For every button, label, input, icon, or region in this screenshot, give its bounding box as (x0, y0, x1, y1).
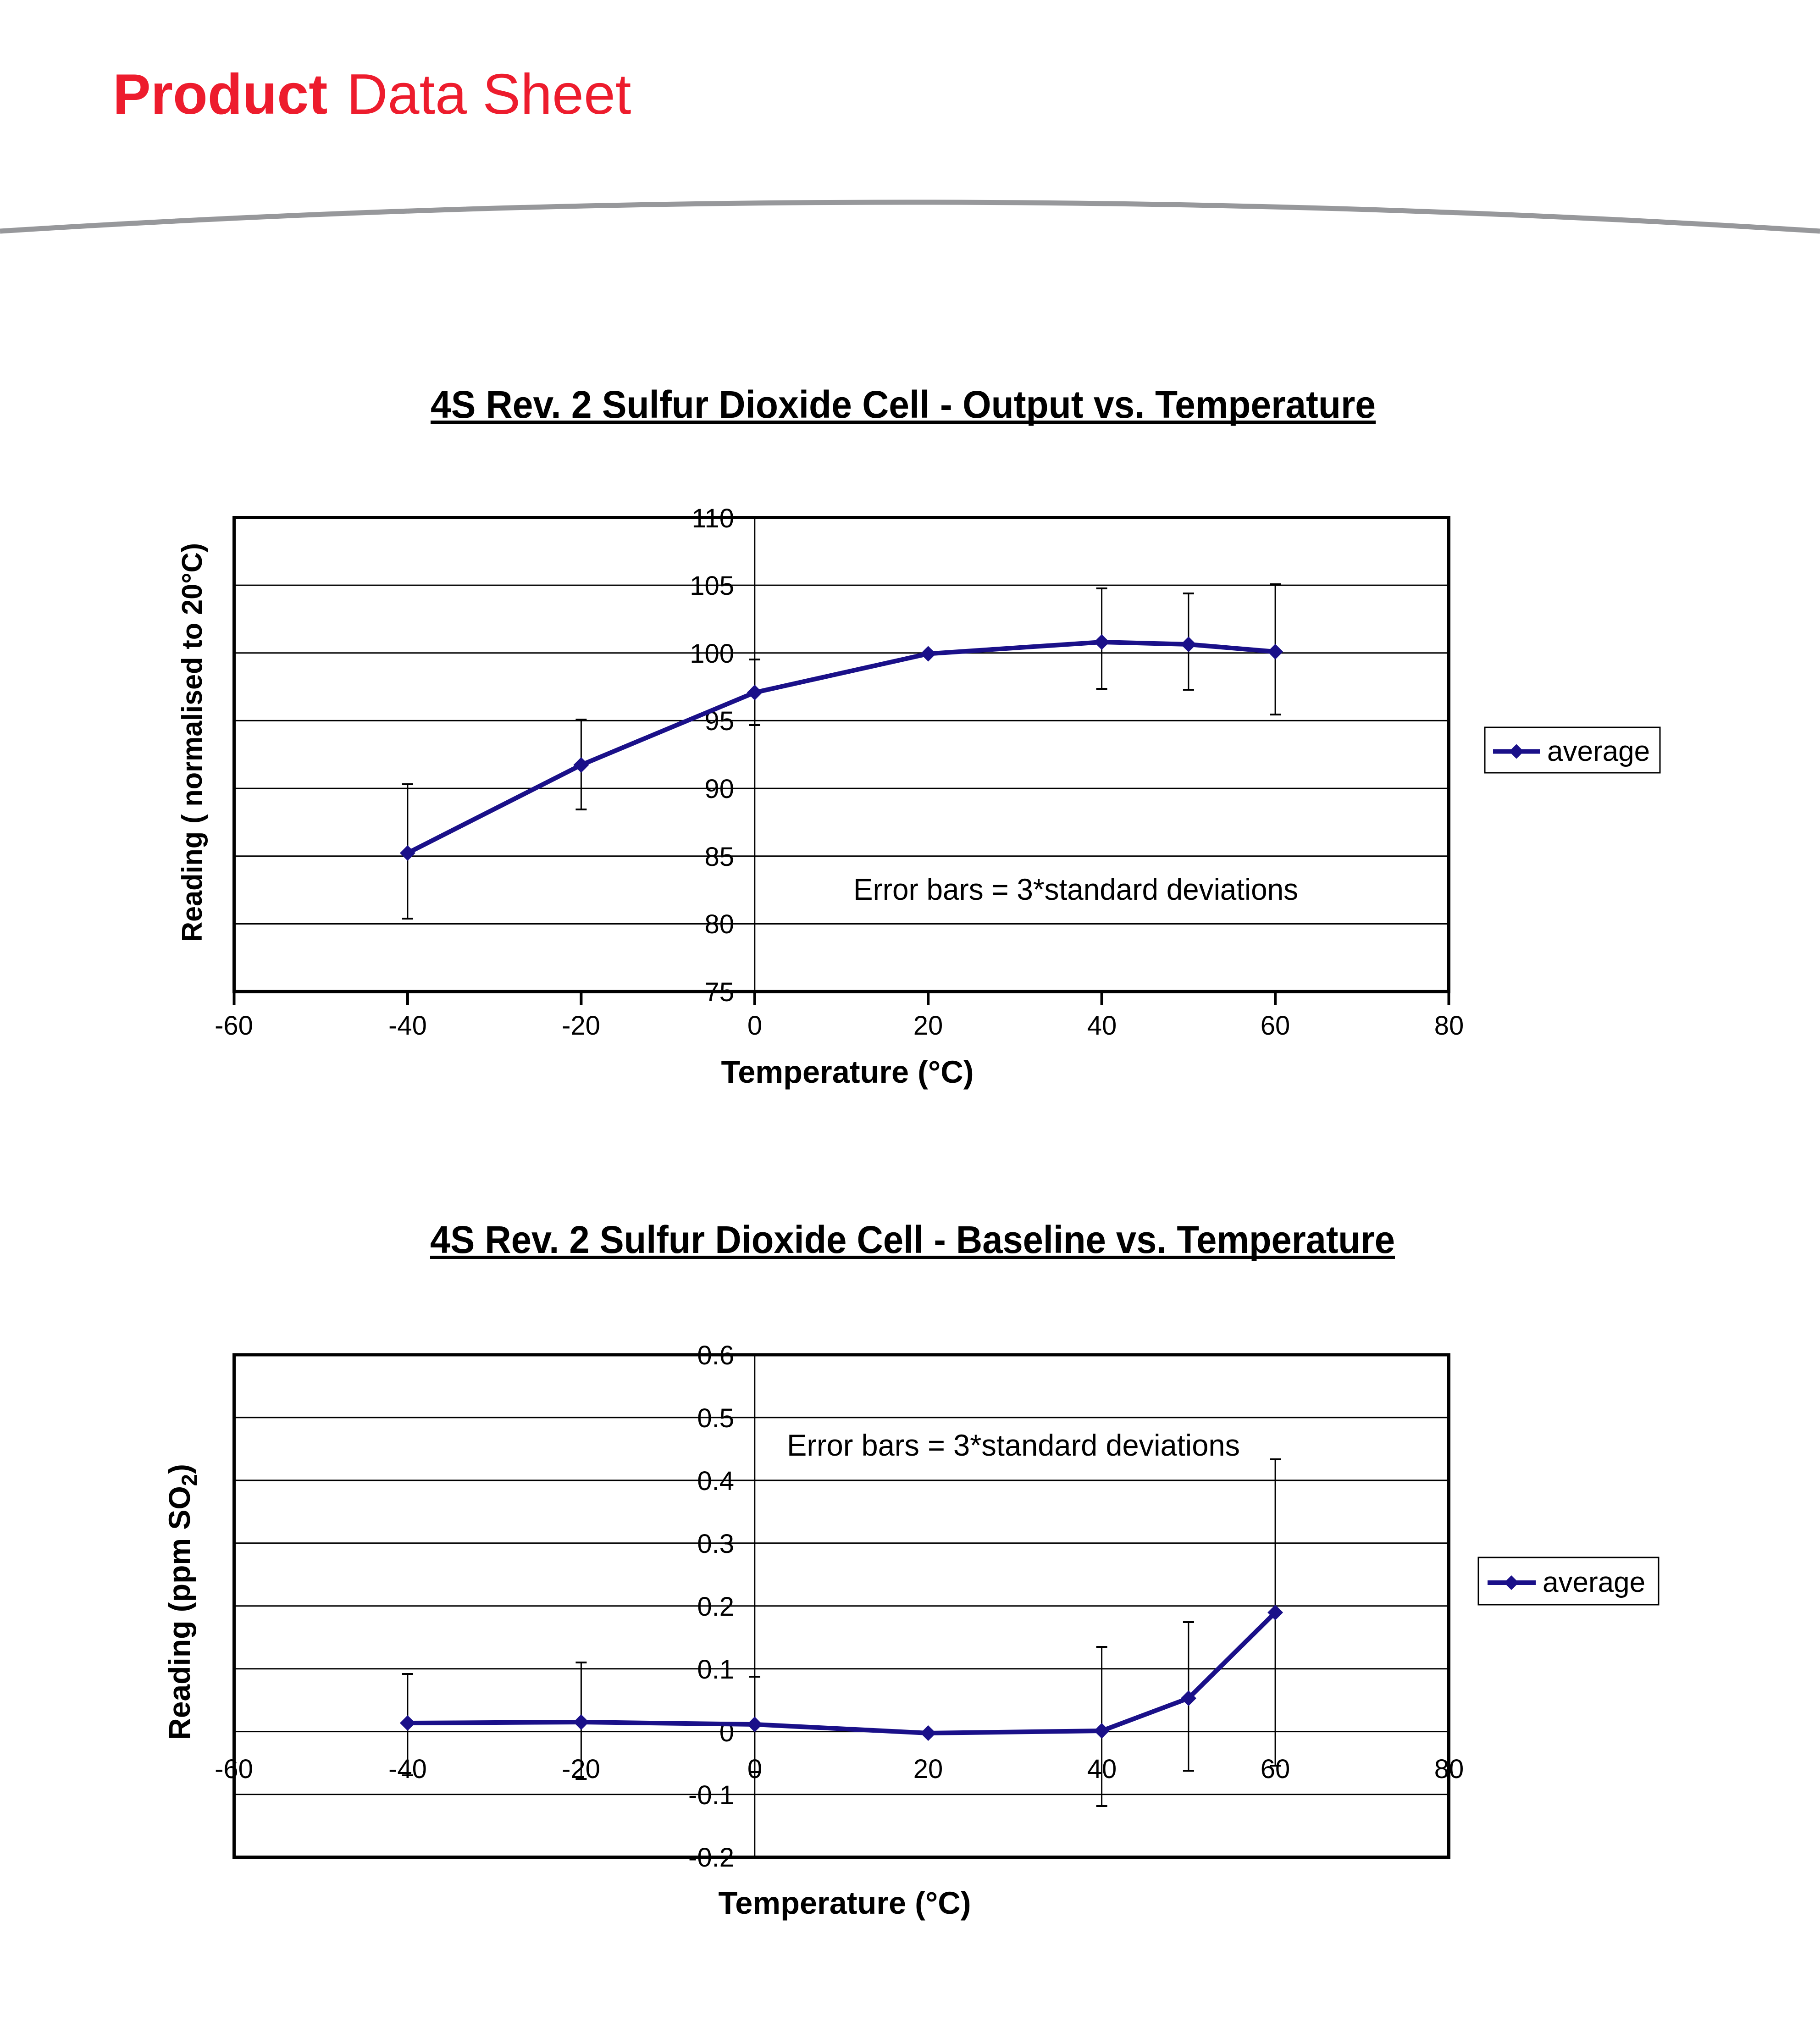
svg-text:0: 0 (747, 1011, 762, 1041)
svg-text:0.1: 0.1 (697, 1655, 734, 1684)
svg-text:Reading ( normalised to 20°C): Reading ( normalised to 20°C) (177, 543, 208, 942)
svg-text:40: 40 (1087, 1011, 1117, 1041)
svg-text:average: average (1543, 1567, 1645, 1598)
svg-text:0.6: 0.6 (697, 1341, 734, 1370)
svg-text:20: 20 (913, 1011, 943, 1041)
svg-text:0.3: 0.3 (697, 1529, 734, 1559)
svg-text:-40: -40 (388, 1011, 427, 1041)
svg-text:80: 80 (1434, 1011, 1464, 1041)
svg-text:60: 60 (1261, 1011, 1290, 1041)
svg-text:-0.2: -0.2 (688, 1843, 734, 1873)
svg-text:Error bars = 3*standard deviat: Error bars = 3*standard deviations (787, 1428, 1240, 1462)
svg-text:Temperature (°C): Temperature (°C) (719, 1885, 971, 1921)
svg-text:90: 90 (704, 774, 734, 804)
svg-text:Error bars = 3*standard deviat: Error bars = 3*standard deviations (853, 872, 1298, 906)
svg-text:0.2: 0.2 (697, 1592, 734, 1622)
svg-text:-60: -60 (215, 1011, 253, 1041)
svg-text:-20: -20 (562, 1011, 600, 1041)
svg-text:Product: Product (113, 63, 327, 126)
svg-text:Temperature (°C): Temperature (°C) (721, 1054, 974, 1090)
svg-text:Reading (ppm SO2): Reading (ppm SO2) (162, 1464, 201, 1740)
svg-text:80: 80 (704, 909, 734, 939)
svg-text:-0.1: -0.1 (688, 1780, 734, 1810)
svg-text:average: average (1547, 736, 1650, 767)
svg-text:80: 80 (1434, 1754, 1464, 1784)
svg-text:4S Rev. 2 Sulfur Dioxide Cell: 4S Rev. 2 Sulfur Dioxide Cell - Baseline… (430, 1218, 1395, 1261)
svg-text:85: 85 (704, 842, 734, 872)
svg-text:100: 100 (690, 639, 734, 669)
svg-text:20: 20 (913, 1754, 943, 1784)
svg-text:4S Rev. 2 Sulfur Dioxide Cell: 4S Rev. 2 Sulfur Dioxide Cell - Output v… (431, 383, 1376, 426)
svg-text:0.5: 0.5 (697, 1403, 734, 1433)
svg-text:110: 110 (692, 504, 734, 533)
svg-text:Data Sheet: Data Sheet (347, 63, 631, 126)
svg-text:105: 105 (690, 571, 734, 601)
svg-text:-60: -60 (215, 1754, 253, 1784)
svg-text:75: 75 (704, 977, 734, 1007)
svg-text:0.4: 0.4 (697, 1466, 734, 1496)
